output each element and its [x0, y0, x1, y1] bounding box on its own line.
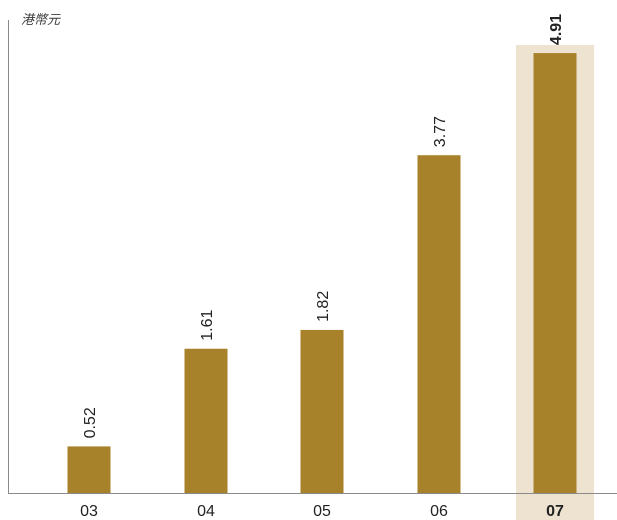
value-label-05: 1.82 [315, 291, 332, 322]
bars-group [67, 53, 577, 494]
value-label-07: 4.91 [548, 14, 565, 45]
value-label-06: 3.77 [432, 116, 449, 147]
x-tick-04: 04 [197, 503, 215, 520]
bar-05 [300, 329, 344, 493]
value-label-04: 1.61 [199, 310, 216, 341]
x-tick-03: 03 [80, 503, 98, 520]
x-tick-07: 07 [546, 503, 564, 520]
value-label-03: 0.52 [82, 407, 99, 438]
x-tick-labels-group: 03 04 05 06 07 [80, 503, 564, 520]
y-axis-unit-label: 港幣元 [21, 13, 61, 28]
bar-04 [184, 348, 228, 493]
x-tick-05: 05 [313, 503, 331, 520]
bar-07 [533, 53, 577, 494]
bar-06 [417, 155, 461, 493]
value-labels-group: 0.52 1.61 1.82 3.77 4.91 [82, 14, 565, 439]
x-tick-06: 06 [430, 503, 448, 520]
bar-03 [67, 446, 111, 493]
